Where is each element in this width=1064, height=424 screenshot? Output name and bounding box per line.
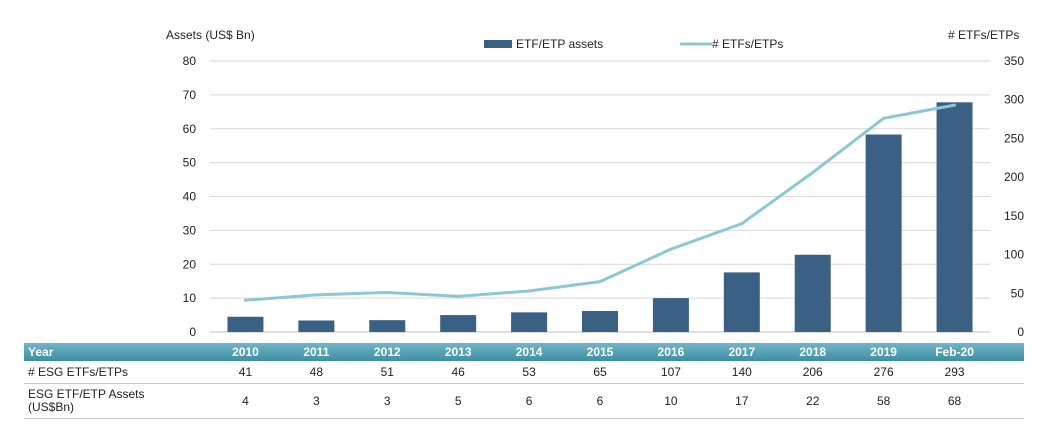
table-cell: 46 bbox=[451, 365, 465, 379]
right-axis-title: # ETFs/ETPs bbox=[948, 28, 1019, 42]
line-point-2011 bbox=[314, 293, 318, 297]
left-tick-label: 40 bbox=[183, 190, 197, 204]
table-header-year: 2014 bbox=[515, 345, 543, 359]
legend-line-label: # ETFs/ETPs bbox=[712, 37, 783, 51]
line-point-2016 bbox=[669, 247, 673, 251]
right-tick-label: 100 bbox=[1004, 248, 1024, 262]
table-header-year: 2013 bbox=[444, 345, 472, 359]
bar-2012 bbox=[369, 320, 406, 332]
right-tick-label: 350 bbox=[1004, 54, 1024, 68]
bar-2015 bbox=[582, 310, 618, 332]
left-tick-label: 20 bbox=[183, 257, 197, 271]
table-cell: 65 bbox=[593, 365, 607, 379]
table-cell: 51 bbox=[380, 365, 394, 379]
right-tick-label: 50 bbox=[1011, 286, 1025, 300]
bar-2019 bbox=[865, 134, 902, 332]
right-tick-label: 300 bbox=[1004, 93, 1024, 107]
table-header-year: 2016 bbox=[657, 345, 685, 359]
left-tick-label: 70 bbox=[183, 88, 197, 102]
table-cell: 6 bbox=[525, 394, 533, 408]
table-row-count: # ESG ETFs/ETPs 41 48 51 46 53 65 107 140 206 276… bbox=[24, 361, 1024, 384]
right-tick-label: 250 bbox=[1004, 131, 1024, 145]
table-cell: 58 bbox=[876, 394, 891, 408]
left-tick-label: 30 bbox=[183, 223, 197, 237]
bar-2014 bbox=[511, 312, 548, 332]
table-header-year: 2018 bbox=[799, 345, 827, 359]
line-path bbox=[245, 103, 955, 302]
table-cell: 293 bbox=[944, 365, 965, 379]
legend-bar-label: ETF/ETP assets bbox=[516, 37, 603, 51]
left-tick-label: 60 bbox=[183, 122, 197, 136]
table-cell: 5 bbox=[454, 394, 462, 408]
left-axis-title: Assets (US$ Bn) bbox=[166, 28, 255, 42]
table-cell: 22 bbox=[806, 394, 820, 408]
table-cell: 41 bbox=[238, 365, 253, 379]
bar-2010 bbox=[227, 316, 264, 332]
line-point-2017 bbox=[740, 222, 744, 226]
table-cell: 48 bbox=[309, 365, 324, 379]
table-header-label: Year bbox=[28, 344, 54, 359]
table-cell: 107 bbox=[660, 365, 681, 379]
table-cell: 17 bbox=[735, 394, 749, 408]
line-point-2018 bbox=[811, 170, 815, 174]
right-axis-ticks: 0 50 100 150 200 250 300 350 bbox=[1004, 54, 1024, 339]
line-point-2014 bbox=[527, 289, 531, 293]
line-point-2013 bbox=[456, 294, 460, 298]
line-point-Feb-20 bbox=[953, 103, 957, 107]
grid-lines bbox=[210, 60, 990, 333]
table-header-year: Feb-20 bbox=[935, 345, 974, 359]
right-tick-label: 150 bbox=[1004, 209, 1024, 223]
table-cell: 10 bbox=[664, 394, 678, 408]
bar-2011 bbox=[298, 320, 335, 332]
bar-2013 bbox=[440, 315, 477, 332]
bar-Feb-20 bbox=[936, 102, 973, 332]
table-header-year: 2019 bbox=[870, 345, 897, 359]
table-cell: 140 bbox=[731, 365, 752, 379]
line-point-2012 bbox=[385, 291, 389, 295]
table-cell: 276 bbox=[873, 365, 894, 379]
row-label: ESG ETF/ETP Assets (US$Bn) bbox=[28, 387, 145, 414]
table-cell: 53 bbox=[522, 365, 536, 379]
table-cell: 3 bbox=[313, 394, 320, 408]
line-point-2019 bbox=[882, 116, 886, 120]
table-header-year: 2010 bbox=[232, 345, 259, 359]
table-header-year: 2015 bbox=[586, 345, 614, 359]
left-tick-label: 50 bbox=[183, 156, 197, 170]
bar-series bbox=[227, 102, 973, 332]
line-point-2010 bbox=[243, 298, 247, 302]
bar-2016 bbox=[652, 298, 689, 332]
bar-2018 bbox=[794, 254, 831, 332]
table-cell: 4 bbox=[242, 394, 249, 408]
bar-2017 bbox=[723, 272, 760, 332]
line-point-2015 bbox=[598, 280, 602, 284]
data-table: Year 2010 2011 2012 2013 2014 2015 2016 2017 201… bbox=[24, 343, 1024, 419]
table-header-year: 2012 bbox=[373, 345, 401, 359]
legend: ETF/ETP assets # ETFs/ETPs bbox=[484, 37, 783, 51]
right-tick-label: 200 bbox=[1004, 170, 1024, 184]
left-tick-label: 80 bbox=[183, 54, 197, 68]
row-label: # ESG ETFs/ETPs bbox=[28, 364, 129, 379]
table-cell: 6 bbox=[596, 394, 604, 408]
table-header-year: 2017 bbox=[728, 345, 756, 359]
left-tick-label: 10 bbox=[183, 291, 197, 305]
left-tick-label: 0 bbox=[189, 325, 196, 339]
line-series bbox=[243, 103, 957, 302]
table-cell: 68 bbox=[947, 394, 962, 408]
left-axis-ticks: 0 10 20 30 40 50 60 70 80 bbox=[183, 54, 197, 339]
right-tick-label: 0 bbox=[1017, 325, 1024, 339]
table-cell: 206 bbox=[802, 365, 823, 379]
table-row-assets: ESG ETF/ETP Assets (US$Bn) 4 3 3 5 6 6 10 17 22 5… bbox=[24, 384, 1024, 419]
table-cell: 3 bbox=[383, 394, 391, 408]
table-header-year: 2011 bbox=[303, 345, 330, 359]
legend-bar-swatch bbox=[484, 40, 512, 48]
table-header-row: Year 2010 2011 2012 2013 2014 2015 2016 2017 201… bbox=[24, 343, 1024, 361]
